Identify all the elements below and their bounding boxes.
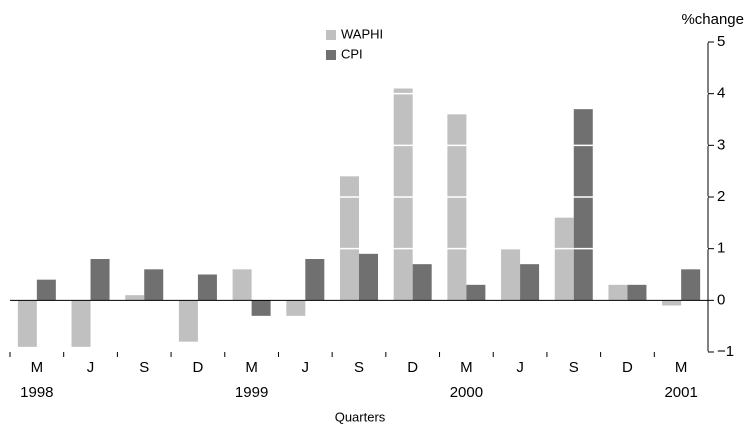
bar — [144, 269, 164, 301]
bar — [681, 269, 701, 301]
bar — [286, 300, 306, 316]
x-tick-label: J — [516, 359, 524, 376]
bar — [178, 300, 198, 342]
bar — [36, 279, 56, 301]
bar — [305, 259, 325, 301]
bar — [232, 269, 252, 301]
x-tick-label: J — [87, 359, 95, 376]
x-tick-label: M — [675, 359, 688, 376]
y-tick-label: 4 — [717, 85, 725, 102]
bar — [359, 253, 378, 301]
year-label: 2000 — [450, 384, 483, 401]
bar — [520, 264, 540, 301]
x-tick-label: S — [569, 359, 579, 376]
bar — [447, 114, 467, 301]
bar — [197, 274, 217, 301]
bar — [125, 295, 145, 301]
y-axis-label: %change — [681, 11, 744, 28]
y-tick-label: 5 — [717, 33, 725, 50]
bar — [251, 300, 271, 316]
bar — [554, 217, 574, 301]
x-tick-label: D — [622, 359, 633, 376]
y-tick-label: 1 — [717, 240, 725, 257]
year-label: 1999 — [235, 384, 268, 401]
x-tick-label: M — [460, 359, 473, 376]
bar — [627, 284, 647, 301]
bar — [608, 284, 628, 301]
legend-swatch — [326, 50, 336, 60]
bar — [466, 284, 486, 301]
bar — [90, 259, 110, 301]
x-axis-label: Quarters — [335, 409, 386, 424]
year-label: 1998 — [20, 384, 53, 401]
y-tick-label: 3 — [717, 136, 725, 153]
x-tick-label: D — [407, 359, 418, 376]
legend-swatch — [326, 30, 336, 40]
bar — [412, 264, 432, 301]
bar — [662, 300, 682, 306]
bar — [17, 300, 37, 347]
bar — [501, 248, 521, 301]
y-tick-label: 0 — [717, 291, 725, 308]
legend-label: WAPHI — [341, 26, 383, 41]
bar — [71, 300, 91, 347]
bar — [393, 88, 413, 301]
bar — [340, 176, 359, 301]
x-tick-label: S — [354, 359, 364, 376]
bar — [573, 109, 593, 301]
y-tick-label: 2 — [717, 188, 725, 205]
x-tick-label: J — [302, 359, 310, 376]
y-tick-label: −1 — [717, 343, 734, 360]
x-tick-label: M — [31, 359, 44, 376]
x-tick-label: D — [193, 359, 204, 376]
year-label: 2001 — [664, 384, 697, 401]
legend-label: CPI — [341, 46, 363, 61]
x-tick-label: M — [245, 359, 258, 376]
x-tick-label: S — [139, 359, 149, 376]
